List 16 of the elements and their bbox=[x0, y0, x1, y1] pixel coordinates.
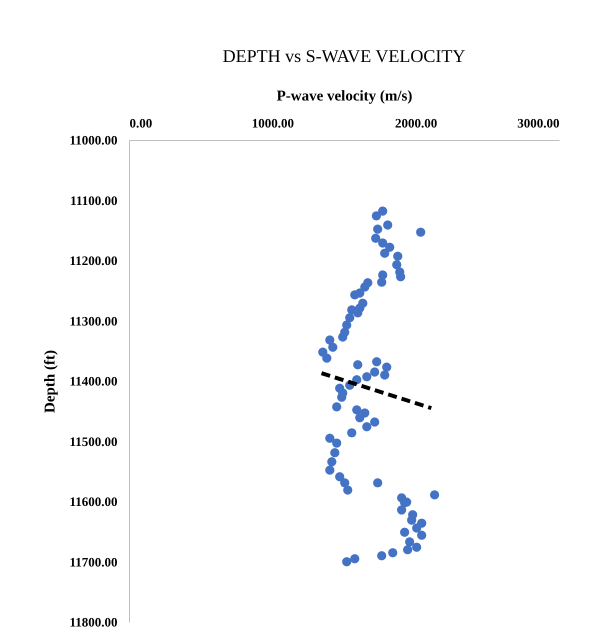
y-tick-label: 11400.00 bbox=[69, 374, 118, 388]
x-tick-label: 1000.00 bbox=[252, 116, 294, 130]
x-tick-label: 2000.00 bbox=[395, 116, 438, 130]
x-tick-label: 3000.00 bbox=[517, 116, 560, 130]
x-tick-label: 0.00 bbox=[130, 116, 152, 130]
y-tick-label: 11200.00 bbox=[69, 253, 118, 268]
y-tick-label: 11500.00 bbox=[69, 434, 118, 449]
y-tick-label: 11100.00 bbox=[70, 192, 118, 208]
x-axis-title: P-wave velocity (m/s) bbox=[276, 88, 412, 104]
y-tick-label: 11300.00 bbox=[69, 313, 118, 328]
y-tick-label: 11600.00 bbox=[69, 494, 118, 509]
y-tick-label: 11700.00 bbox=[69, 554, 118, 570]
chart-title: DEPTH vs S-WAVE VELOCITY bbox=[222, 46, 466, 66]
y-tick-label: 11800.00 bbox=[69, 614, 118, 630]
y-axis-title: Depth (ft) bbox=[42, 350, 58, 413]
y-tick-label: 11000.00 bbox=[69, 132, 118, 148]
